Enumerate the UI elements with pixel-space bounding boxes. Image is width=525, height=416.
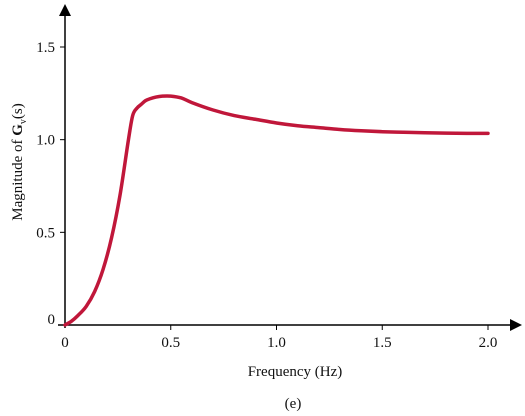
x-tick-label: 1.5 bbox=[373, 335, 392, 351]
x-ticks: 0 0.5 1.0 1.5 2.0 bbox=[61, 325, 497, 351]
y-axis-title-prefix: Magnitude of bbox=[10, 136, 26, 221]
x-tick-label: 2.0 bbox=[479, 335, 498, 351]
y-tick-label: 1.0 bbox=[36, 133, 55, 149]
y-axis-title: Magnitude of Gv(s) bbox=[10, 103, 29, 220]
y-tick-label: 0 bbox=[48, 312, 56, 328]
x-tick-label: 1.0 bbox=[267, 335, 286, 351]
figure-caption: (e) bbox=[285, 396, 302, 412]
x-tick-label: 0.5 bbox=[161, 335, 180, 351]
x-tick-label: 0 bbox=[61, 335, 69, 351]
y-tick-label: 0.5 bbox=[36, 225, 55, 241]
series-layer bbox=[63, 94, 490, 327]
y-axis-arrow-icon bbox=[59, 4, 71, 16]
y-tick-label: 1.5 bbox=[36, 40, 55, 56]
y-axis-title-bold: G bbox=[10, 124, 26, 136]
y-ticks: 0 0.5 1.0 1.5 bbox=[36, 40, 65, 328]
x-axis-arrow-icon bbox=[510, 319, 522, 331]
y-axis-title-suffix: (s) bbox=[10, 103, 26, 119]
series-line bbox=[63, 94, 490, 327]
x-axis-title: Frequency (Hz) bbox=[248, 364, 343, 380]
y-axis-title-subscript: v bbox=[18, 119, 29, 124]
